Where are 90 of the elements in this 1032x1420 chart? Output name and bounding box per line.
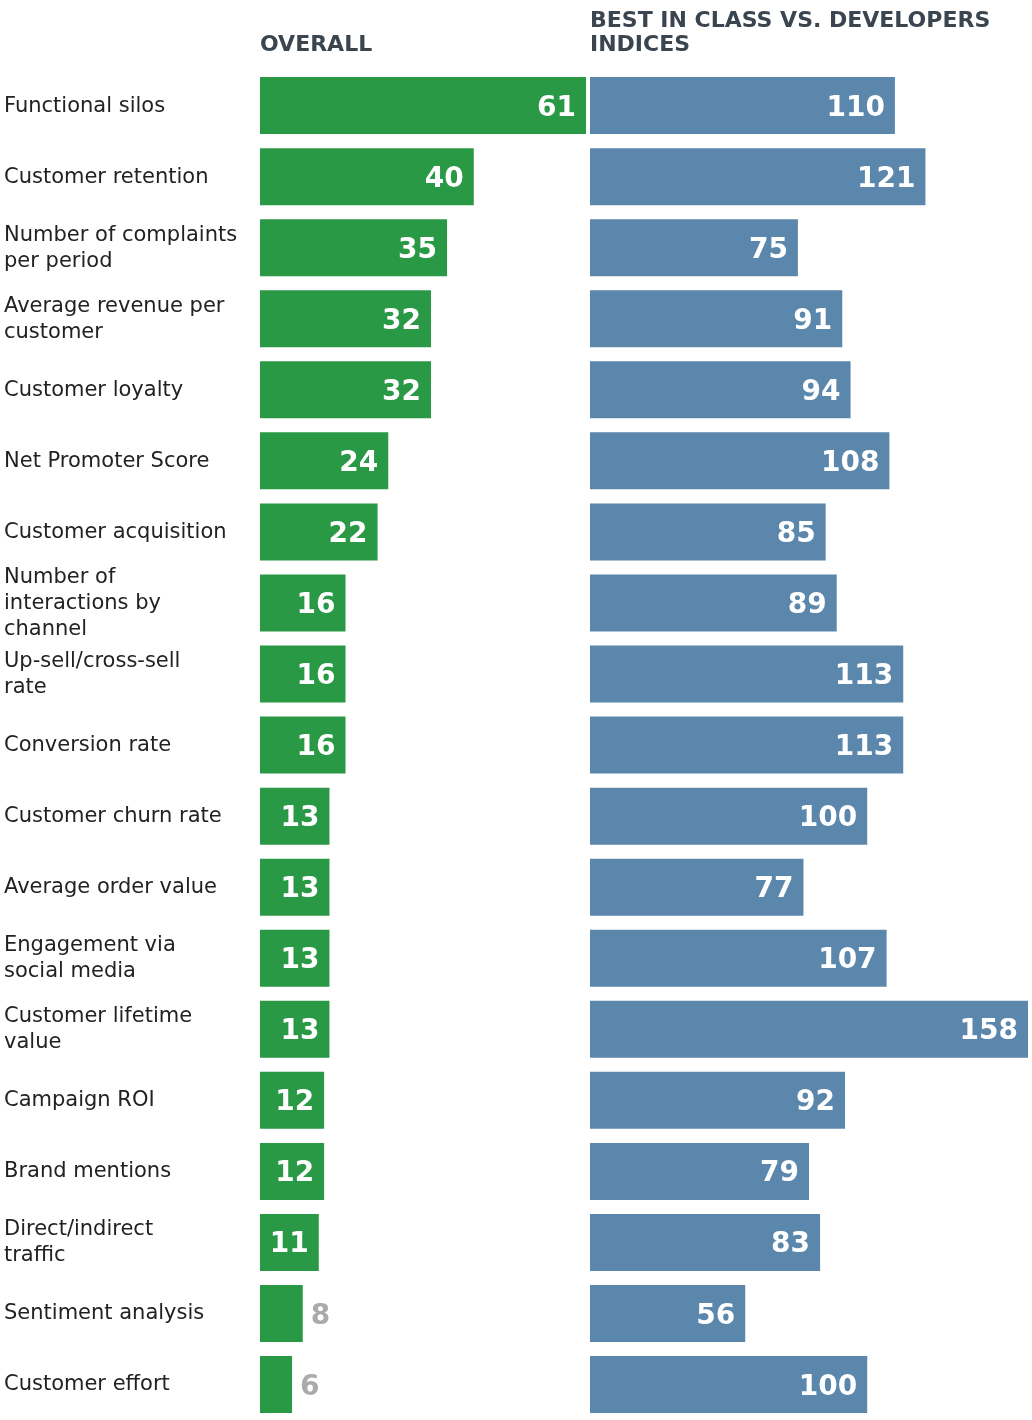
bar [590,1356,868,1414]
y-tick-label: Conversion rate [4,732,172,756]
bar [590,858,804,916]
bar [260,716,346,774]
bar [590,929,887,987]
data-label: 100 [798,800,858,834]
data-label: 100 [798,1368,858,1402]
data-label: 113 [834,658,894,692]
bar [260,645,346,703]
data-label: 12 [275,1155,315,1189]
data-label: 13 [280,942,320,976]
bar [590,716,904,774]
chart-title: BEST IN CLASS VS. DEVELOPERS INDICES [590,6,992,58]
bar [590,361,851,419]
data-label: 113 [834,729,894,763]
bar [590,290,843,348]
y-tick-label: Direct/indirect traffic [4,1216,154,1267]
bar [590,77,895,135]
bar [260,290,432,348]
data-label: 12 [275,1084,315,1118]
bar [590,574,837,632]
data-label: 75 [748,231,788,265]
bar [260,148,474,206]
data-label: 16 [296,586,336,620]
data-label: 32 [382,373,422,407]
y-tick-label: Customer churn rate [4,803,222,828]
bar [260,77,586,135]
data-label: 94 [801,373,841,407]
data-label: 83 [771,1226,811,1260]
bar [590,148,926,206]
bar [260,503,378,561]
chart-title: OVERALL [260,30,374,58]
data-label: 35 [398,231,438,265]
y-tick-label: Number of complaints per period [4,221,238,272]
data-label: 85 [776,515,816,549]
y-tick-label: Brand mentions [4,1158,172,1183]
bar [260,219,448,277]
bar [260,361,432,419]
bar [260,1285,303,1342]
data-label: 22 [328,515,368,549]
y-tick-label: Average revenue per customer [4,292,225,343]
bar [590,1071,846,1129]
data-label: 107 [818,942,877,976]
data-label: 13 [280,1013,320,1047]
data-label: 16 [296,658,336,692]
bar [590,787,868,845]
data-label: 108 [820,444,880,478]
data-label: 24 [339,444,379,478]
bar [260,432,389,490]
bar [260,574,346,632]
y-tick-label: Customer lifetime value [4,1003,193,1054]
data-label: 56 [696,1297,736,1331]
y-tick-label: Sentiment analysis [4,1300,205,1325]
data-label: 77 [754,871,794,905]
bar [590,1000,1028,1058]
y-tick-label: Net Promoter Score [4,447,210,472]
bar [590,432,890,490]
data-label: 16 [296,729,336,763]
data-label: 121 [856,160,916,194]
y-tick-label: Campaign ROI [4,1087,155,1112]
bar [590,645,904,703]
bar [590,1213,821,1271]
data-label: 79 [760,1155,799,1189]
y-tick-label: Up-sell/cross-sell rate [4,647,181,698]
y-tick-label: Number of interactions by channel [4,563,161,640]
data-label: 92 [796,1084,836,1118]
bar [590,503,826,561]
y-tick-label: Engagement via social media [4,932,176,983]
y-tick-label: Average order value [4,874,217,899]
y-tick-label: Customer acquisition [4,518,227,543]
data-label: 11 [269,1226,309,1260]
bar [590,219,798,277]
data-label: 8 [310,1297,331,1331]
bar [260,1356,293,1414]
data-label: 89 [787,586,827,620]
data-label: 32 [382,302,422,336]
y-tick-label: Customer loyalty [4,376,184,401]
data-label: 40 [424,160,464,194]
y-tick-label: Customer effort [4,1371,170,1396]
y-tick-label: Functional silos [4,92,166,117]
data-label: 6 [300,1368,320,1402]
data-label: 158 [959,1013,1018,1047]
bar [590,1142,809,1200]
y-tick-label: Customer retention [4,163,209,188]
data-label: 13 [280,800,320,834]
data-label: 61 [537,89,576,123]
data-label: 110 [826,89,885,123]
data-label: 91 [793,302,833,336]
bar [590,1285,746,1342]
data-label: 13 [280,871,320,905]
